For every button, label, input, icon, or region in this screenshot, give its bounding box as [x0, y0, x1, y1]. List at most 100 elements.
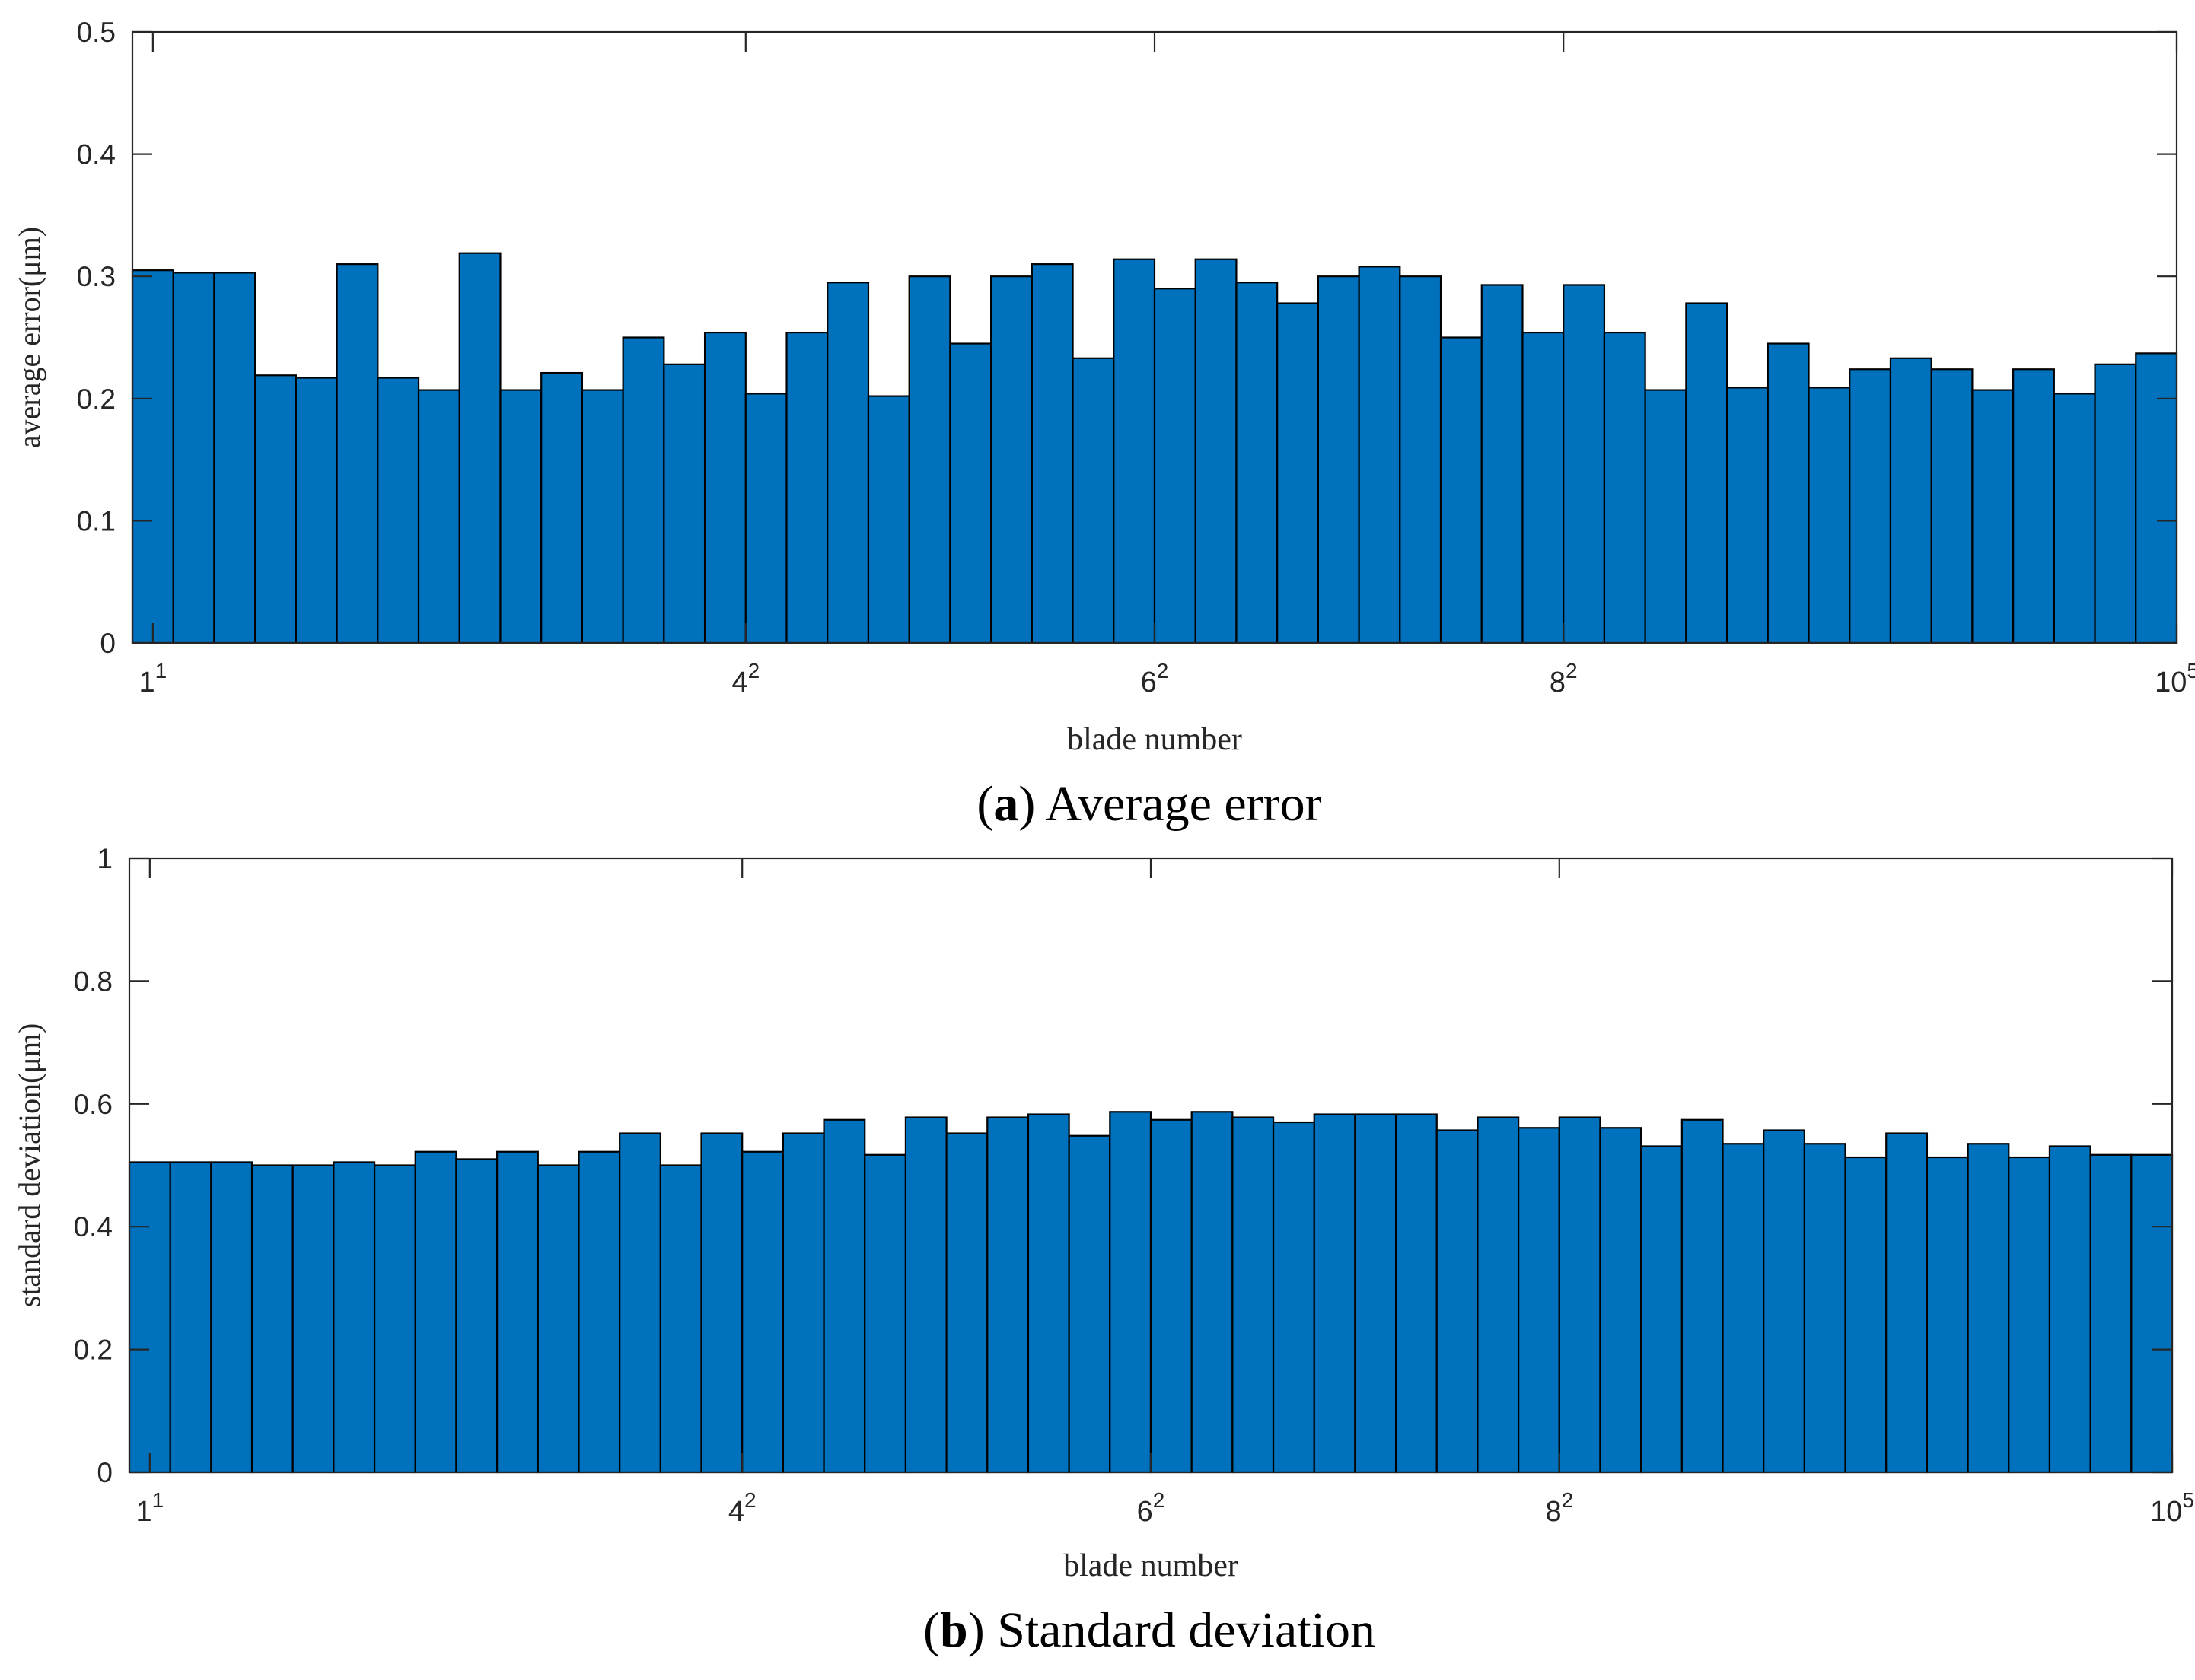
- caption-text: Average error: [1045, 776, 1321, 832]
- bar: [1235, 282, 1279, 644]
- bar: [1518, 1127, 1560, 1474]
- bar: [1808, 387, 1851, 644]
- bar: [210, 1161, 253, 1474]
- bar: [458, 252, 502, 644]
- bar: [1480, 284, 1524, 644]
- bar: [213, 272, 256, 644]
- bar: [414, 1150, 457, 1474]
- bar: [1109, 1111, 1152, 1474]
- bar: [1644, 389, 1687, 644]
- bar-series: [131, 252, 2178, 644]
- x-tick-label: 105: [2150, 1488, 2194, 1528]
- y-tick-label: 0.3: [77, 261, 116, 292]
- y-tick-label: 0.4: [77, 139, 116, 170]
- x-tick-base: 8: [1545, 1496, 1561, 1528]
- bar: [169, 1161, 212, 1474]
- x-tick-exponent: 2: [1566, 659, 1578, 682]
- y-tick-label: 0.1: [77, 505, 116, 536]
- y-tick-label: 0.6: [74, 1089, 113, 1120]
- bar: [1889, 357, 1932, 644]
- bar: [254, 374, 297, 644]
- bar: [417, 389, 460, 644]
- bar: [1153, 288, 1196, 644]
- bar: [578, 1150, 621, 1474]
- y-tick-label: 0.5: [77, 17, 116, 48]
- bar: [659, 1164, 702, 1474]
- bar: [904, 1116, 948, 1474]
- bar: [295, 377, 338, 644]
- bar: [1317, 275, 1360, 644]
- y-tick-label: 0: [100, 628, 116, 659]
- x-axis: 11 42 62 82 105: [135, 858, 2194, 1528]
- bar: [1358, 266, 1401, 644]
- x-tick-base: 1: [139, 667, 155, 698]
- bar: [823, 1118, 866, 1474]
- panel-caption: (b) Standard deviation: [923, 1602, 1375, 1658]
- bar: [1399, 275, 1442, 644]
- bar: [864, 1153, 907, 1474]
- bar: [1844, 1156, 1888, 1474]
- y-tick-label: 0.4: [74, 1211, 113, 1242]
- bar: [499, 389, 543, 644]
- x-tick-base: 1: [135, 1496, 151, 1528]
- bar: [1640, 1145, 1683, 1474]
- y-tick-label: 0.2: [77, 383, 116, 415]
- bar: [373, 1164, 416, 1474]
- bar: [945, 1132, 989, 1474]
- bar: [785, 331, 829, 644]
- bar: [1725, 387, 1769, 644]
- bar: [2048, 1145, 2091, 1474]
- bar: [496, 1150, 539, 1474]
- bar: [540, 371, 584, 644]
- x-tick-base: 6: [1141, 667, 1157, 698]
- x-tick-exponent: 2: [744, 1488, 757, 1512]
- bar: [1803, 1143, 1846, 1474]
- x-axis: 11 42 62 82 105: [139, 32, 2195, 698]
- bar: [619, 1132, 661, 1474]
- x-axis-label: blade number: [1067, 722, 1242, 757]
- bar: [291, 1164, 335, 1474]
- bar: [1113, 258, 1156, 644]
- bar: [172, 272, 215, 644]
- bar: [2094, 363, 2137, 644]
- bar: [1563, 284, 1606, 644]
- bar: [1885, 1132, 1929, 1474]
- bar: [336, 263, 379, 644]
- caption-letter: b: [940, 1602, 968, 1658]
- bar: [1926, 1156, 1969, 1474]
- caption-text: Standard deviation: [997, 1602, 1375, 1658]
- bar: [2008, 1156, 2051, 1474]
- bar: [1272, 1121, 1315, 1474]
- x-tick-label: 105: [2155, 659, 2195, 698]
- bar: [455, 1158, 499, 1474]
- bar: [1599, 1127, 1642, 1474]
- x-tick-exponent: 1: [152, 1488, 164, 1512]
- x-tick-exponent: 5: [2187, 659, 2195, 682]
- x-tick-exponent: 2: [748, 659, 760, 682]
- bar: [581, 389, 624, 644]
- bar: [1685, 302, 1728, 644]
- y-axis: 0 0.1 0.2 0.3 0.4 0.5: [77, 17, 2177, 659]
- bar: [131, 269, 174, 644]
- bar: [1394, 1113, 1438, 1474]
- bar: [990, 275, 1033, 644]
- x-tick-base: 8: [1550, 667, 1566, 698]
- panel-caption: (a) Average error: [976, 776, 1321, 832]
- bar: [1849, 368, 1892, 644]
- bar: [1558, 1116, 1601, 1474]
- x-tick-label: 82: [1550, 659, 1578, 698]
- bar: [1521, 331, 1565, 644]
- bar: [700, 1132, 744, 1474]
- bar: [622, 336, 665, 644]
- bar: [250, 1164, 294, 1474]
- y-tick-label: 0: [97, 1457, 113, 1488]
- x-tick-label: 82: [1545, 1488, 1573, 1528]
- x-axis-label: blade number: [1063, 1548, 1238, 1583]
- bar: [377, 377, 420, 644]
- bar: [663, 363, 706, 644]
- bar: [1276, 302, 1319, 644]
- bar: [1477, 1116, 1520, 1474]
- bar: [2135, 352, 2178, 644]
- x-tick-exponent: 1: [155, 659, 167, 682]
